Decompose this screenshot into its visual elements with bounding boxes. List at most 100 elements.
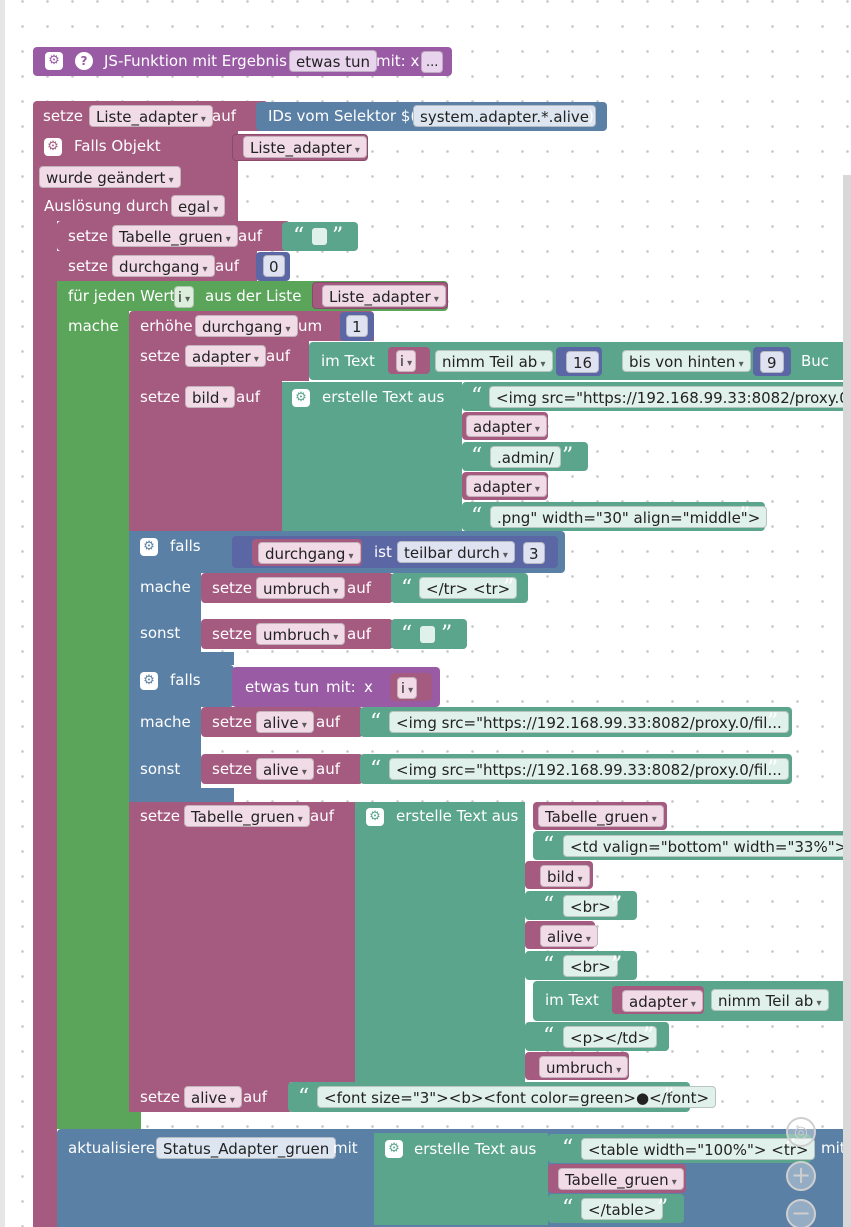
text-field[interactable]: </tr> <tr> [419,577,518,599]
create-text-label: erstelle Text aus [414,1140,537,1158]
help-icon[interactable]: ? [75,52,93,70]
set-tabelle-gruen-block[interactable] [129,802,357,1082]
var-dropdown-alive[interactable]: alive [184,1086,242,1108]
var-dropdown-adapter[interactable]: adapter [622,990,703,1012]
auf-keyword: auf [243,1088,267,1106]
trigger-change-dropdown[interactable]: wurde geändert [39,166,181,188]
substring-from-dropdown[interactable]: nimm Teil ab [435,350,553,372]
var-dropdown-umbruch[interactable]: umbruch [256,577,346,599]
var-dropdown-adapter[interactable]: adapter [185,345,266,367]
text-field[interactable]: <img src="https://192.168.99.33:8082/pro… [389,758,789,780]
divisible-dropdown[interactable]: teilbar durch [397,541,515,563]
loop-list-dropdown[interactable]: Liste_adapter [322,285,446,307]
text-field[interactable]: <table width="100%"> <tr> [581,1138,816,1160]
gear-icon[interactable]: ⚙ [385,1140,403,1158]
var-dropdown-i[interactable]: i [397,677,418,699]
text-field-empty[interactable] [312,228,327,245]
var-dropdown-bild[interactable]: bild [185,386,235,408]
gear-icon[interactable]: ⚙ [140,538,158,556]
var-dropdown-durchgang[interactable]: durchgang [258,542,361,564]
var-dropdown-tabelle-gruen[interactable]: Tabelle_gruen [112,225,238,247]
text-field[interactable]: </table> [581,1198,664,1220]
if-block-bottom [129,652,234,665]
var-dropdown-liste-adapter[interactable]: Liste_adapter [89,105,213,127]
text-field[interactable]: <font size="3"><b><font color=green>●</f… [317,1086,717,1108]
function-name-field[interactable]: etwas tun [289,50,378,72]
set-keyword: setze [140,347,181,365]
var-dropdown-umbruch[interactable]: umbruch [256,623,346,645]
quote-open-icon: “ [401,576,413,601]
var-dropdown-adapter[interactable]: adapter [466,475,547,497]
var-dropdown-tabelle-gruen[interactable]: Tabelle_gruen [538,805,664,827]
substring-to-dropdown[interactable]: bis von hinten [622,350,751,372]
var-dropdown-durchgang[interactable]: durchgang [112,255,215,277]
var-dropdown-tabelle-gruen[interactable]: Tabelle_gruen [184,805,310,827]
selector-label: IDs vom Selektor $( [268,107,417,125]
number-field[interactable]: 3 [523,542,545,564]
text-field[interactable]: <td valign="bottom" width="33%"><cen [563,835,851,857]
substring-from-dropdown[interactable]: nimm Teil ab [711,989,829,1011]
gear-icon[interactable]: ⚙ [45,52,63,70]
reset-view-icon[interactable]: ◎ [786,1117,816,1147]
create-text-block-bild[interactable] [282,382,462,531]
selector-value[interactable]: system.adapter.*.alive [413,105,596,127]
quote-close-icon: ” [332,224,344,249]
else-label: sonst [140,624,181,642]
var-dropdown-bild[interactable]: bild [540,865,590,887]
else-label: sonst [140,760,181,778]
function-params-button[interactable]: ... [421,51,444,73]
zoom-out-icon[interactable]: − [786,1199,816,1227]
quote-close-icon: ” [611,893,623,918]
text-field[interactable]: <img src="https://192.168.99.33:8082/pro… [489,386,851,408]
var-dropdown-i[interactable]: i [396,350,417,372]
auf-keyword: auf [215,257,239,275]
substring-in-text-label: im Text [545,991,599,1009]
quote-open-icon: “ [543,893,555,918]
text-field[interactable]: <img src="https://192.168.99.33:8082/pro… [389,711,789,733]
set-keyword: setze [140,388,181,406]
trigger-object-dropdown[interactable]: Liste_adapter [243,136,367,158]
gear-icon[interactable]: ⚙ [292,389,310,407]
text-field[interactable]: .admin/ [490,446,561,468]
loop-var-dropdown[interactable]: i [174,286,195,308]
text-field-empty[interactable] [420,626,435,643]
trigger-by-label: Auslösung durch [44,197,169,215]
set-keyword: setze [68,257,109,275]
create-text-block-update[interactable] [374,1133,548,1225]
loop-block-bottom [57,1112,141,1129]
create-text-block-tabelle[interactable] [355,802,525,1082]
gear-icon[interactable]: ⚙ [140,672,158,690]
text-field[interactable]: .png" width="30" align="middle"> [490,506,768,528]
var-dropdown-alive[interactable]: alive [256,711,314,733]
trigger-by-dropdown[interactable]: egal [171,195,226,217]
var-dropdown-adapter[interactable]: adapter [466,415,547,437]
quote-open-icon: “ [543,953,555,978]
increment-keyword: erhöhe [140,317,193,335]
var-dropdown-durchgang[interactable]: durchgang [195,315,298,337]
number-field[interactable]: 1 [346,315,368,337]
update-state-field[interactable]: Status_Adapter_gruen [156,1137,337,1159]
var-dropdown-alive[interactable]: alive [256,758,314,780]
create-text-label: erstelle Text aus [396,807,519,825]
text-field[interactable]: <p></td> [563,1026,658,1048]
gear-icon[interactable]: ⚙ [44,138,62,156]
number-field[interactable]: 0 [263,255,285,277]
var-dropdown-tabelle-gruen[interactable]: Tabelle_gruen [558,1168,684,1190]
js-function-block[interactable] [33,47,452,76]
var-dropdown-umbruch[interactable]: umbruch [539,1056,629,1078]
var-dropdown-alive[interactable]: alive [540,925,598,947]
zoom-in-icon[interactable]: + [786,1161,816,1191]
quote-open-icon: “ [370,710,382,735]
gear-icon[interactable]: ⚙ [366,808,384,826]
text-field[interactable]: <br> [563,895,618,917]
loop-body-spine [57,311,129,1129]
set-keyword: setze [140,807,181,825]
quote-close-icon: ” [767,710,779,735]
quote-close-icon: ” [503,576,515,601]
number-field[interactable]: 9 [760,351,784,373]
text-field[interactable]: <br> [563,955,618,977]
create-text-label: erstelle Text aus [322,388,445,406]
number-field[interactable]: 16 [566,351,600,373]
function-call-param: x [364,678,373,696]
